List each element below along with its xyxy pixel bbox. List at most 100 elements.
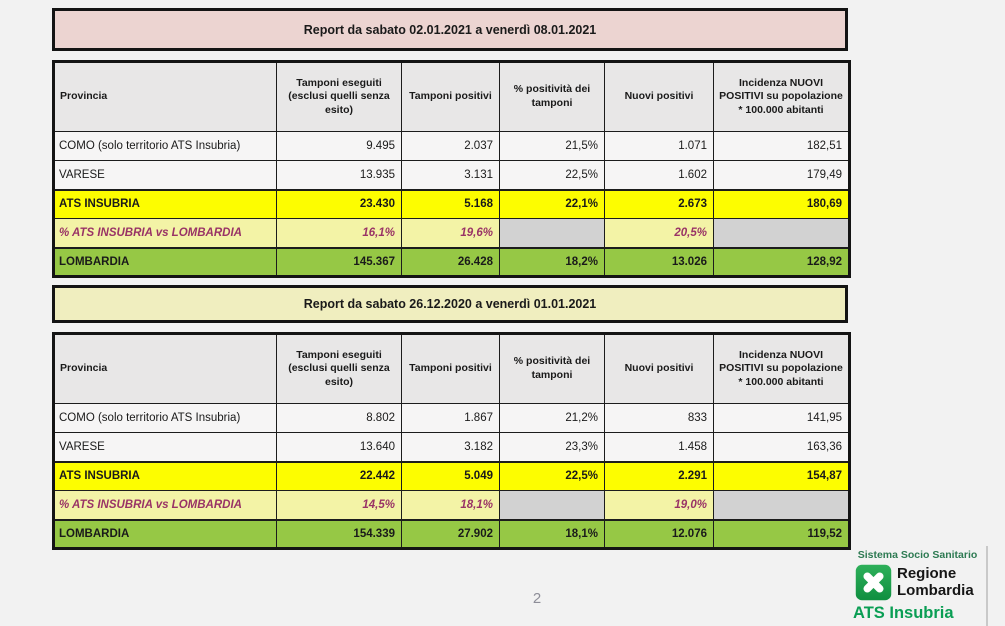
regione-line1: Regione [897, 565, 957, 583]
cell-value: 1.458 [604, 432, 714, 462]
row-label: VARESE [53, 432, 277, 462]
column-header-tamponi-eseguiti: Tamponi eseguiti (esclusi quelli senza e… [276, 333, 402, 404]
report1-table: Provincia Tamponi eseguiti (esclusi quel… [52, 60, 851, 278]
row-label: % ATS INSUBRIA vs LOMBARDIA [53, 490, 277, 520]
cell-value: 13.935 [276, 160, 402, 190]
row-label: % ATS INSUBRIA vs LOMBARDIA [53, 218, 277, 248]
cell-value: 19,6% [401, 218, 500, 248]
table-row-ats-insubria: ATS INSUBRIA 23.430 5.168 22,1% 2.673 18… [53, 188, 850, 219]
cell-value: 3.182 [401, 432, 500, 462]
column-header-positivita: % positività dei tamponi [499, 61, 605, 132]
cell-value: 1.071 [604, 131, 714, 161]
column-header-tamponi-positivi: Tamponi positivi [401, 61, 500, 132]
cell-value: 1.602 [604, 160, 714, 190]
cell-value: 12.076 [604, 518, 714, 549]
cell-value: 145.367 [276, 246, 402, 277]
table-row-lombardia: LOMBARDIA 154.339 27.902 18,1% 12.076 11… [53, 518, 850, 549]
table-row-como: COMO (solo territorio ATS Insubria) 8.80… [53, 403, 850, 433]
cell-value: 21,5% [499, 131, 605, 161]
regione-lombardia-label: Regione Lombardia [897, 566, 974, 598]
page-number: 2 [532, 590, 542, 607]
cell-value: 179,49 [713, 160, 850, 190]
cell-value: 833 [604, 403, 714, 433]
ats-insubria-label: ATS Insubria [853, 604, 954, 622]
table-row-varese: VARESE 13.935 3.131 22,5% 1.602 179,49 [53, 160, 850, 190]
rosa-camuna-icon [855, 564, 892, 601]
row-label: LOMBARDIA [53, 518, 277, 549]
cell-value: 27.902 [401, 518, 500, 549]
table-row-ratio: % ATS INSUBRIA vs LOMBARDIA 14,5% 18,1% … [53, 490, 850, 520]
column-header-provincia: Provincia [53, 333, 277, 404]
cell-empty [499, 490, 605, 520]
cell-value: 154.339 [276, 518, 402, 549]
sistema-socio-sanitario-label: Sistema Socio Sanitario [857, 549, 978, 561]
cell-value: 21,2% [499, 403, 605, 433]
cell-value: 9.495 [276, 131, 402, 161]
cell-value: 154,87 [713, 460, 850, 491]
report1-title: Report da sabato 02.01.2021 a venerdì 08… [303, 22, 597, 37]
table-row-ratio: % ATS INSUBRIA vs LOMBARDIA 16,1% 19,6% … [53, 218, 850, 248]
cell-value: 13.026 [604, 246, 714, 277]
column-header-incidenza: Incidenza NUOVI POSITIVI su popolazione … [713, 61, 850, 132]
column-header-nuovi-positivi: Nuovi positivi [604, 61, 714, 132]
column-header-tamponi-positivi: Tamponi positivi [401, 333, 500, 404]
cell-value: 5.168 [401, 188, 500, 219]
cell-value: 26.428 [401, 246, 500, 277]
cell-value: 3.131 [401, 160, 500, 190]
cell-value: 1.867 [401, 403, 500, 433]
column-header-nuovi-positivi: Nuovi positivi [604, 333, 714, 404]
cell-empty [499, 218, 605, 248]
column-header-positivita: % positività dei tamponi [499, 333, 605, 404]
row-label: ATS INSUBRIA [53, 460, 277, 491]
cell-value: 18,1% [401, 490, 500, 520]
cell-value: 22,5% [499, 160, 605, 190]
cell-value: 23,3% [499, 432, 605, 462]
cell-value: 163,36 [713, 432, 850, 462]
table-row-lombardia: LOMBARDIA 145.367 26.428 18,2% 13.026 12… [53, 246, 850, 277]
cell-value: 18,2% [499, 246, 605, 277]
cell-value: 8.802 [276, 403, 402, 433]
table-row-como: COMO (solo territorio ATS Insubria) 9.49… [53, 131, 850, 161]
cell-value: 18,1% [499, 518, 605, 549]
row-label: LOMBARDIA [53, 246, 277, 277]
regione-lombardia-logo: Regione Lombardia [855, 564, 986, 601]
table-row-ats-insubria: ATS INSUBRIA 22.442 5.049 22,5% 2.291 15… [53, 460, 850, 491]
report1-header-row: Provincia Tamponi eseguiti (esclusi quel… [53, 61, 850, 132]
column-header-tamponi-eseguiti: Tamponi eseguiti (esclusi quelli senza e… [276, 61, 402, 132]
column-header-incidenza: Incidenza NUOVI POSITIVI su popolazione … [713, 333, 850, 404]
report2-title-banner: Report da sabato 26.12.2020 a venerdì 01… [52, 285, 848, 323]
cell-empty [713, 490, 850, 520]
cell-value: 180,69 [713, 188, 850, 219]
cell-value: 19,0% [604, 490, 714, 520]
cell-value: 23.430 [276, 188, 402, 219]
cell-value: 22.442 [276, 460, 402, 491]
table-row-varese: VARESE 13.640 3.182 23,3% 1.458 163,36 [53, 432, 850, 462]
cell-value: 13.640 [276, 432, 402, 462]
report2-title: Report da sabato 26.12.2020 a venerdì 01… [303, 297, 597, 311]
cell-value: 5.049 [401, 460, 500, 491]
cell-value: 2.291 [604, 460, 714, 491]
cell-value: 141,95 [713, 403, 850, 433]
report2-header-row: Provincia Tamponi eseguiti (esclusi quel… [53, 333, 850, 404]
cell-value: 119,52 [713, 518, 850, 549]
report2-table: Provincia Tamponi eseguiti (esclusi quel… [52, 332, 851, 550]
cell-value: 2.673 [604, 188, 714, 219]
row-label: COMO (solo territorio ATS Insubria) [53, 131, 277, 161]
cell-empty [713, 218, 850, 248]
cell-value: 2.037 [401, 131, 500, 161]
cell-value: 14,5% [276, 490, 402, 520]
cell-value: 20,5% [604, 218, 714, 248]
row-label: VARESE [53, 160, 277, 190]
footer-logo-block: Sistema Socio Sanitario [849, 546, 988, 626]
report1-title-banner: Report da sabato 02.01.2021 a venerdì 08… [52, 8, 848, 51]
cell-value: 128,92 [713, 246, 850, 277]
cell-value: 182,51 [713, 131, 850, 161]
row-label: ATS INSUBRIA [53, 188, 277, 219]
column-header-provincia: Provincia [53, 61, 277, 132]
cell-value: 22,5% [499, 460, 605, 491]
row-label: COMO (solo territorio ATS Insubria) [53, 403, 277, 433]
regione-line2: Lombardia [897, 581, 974, 599]
cell-value: 22,1% [499, 188, 605, 219]
cell-value: 16,1% [276, 218, 402, 248]
